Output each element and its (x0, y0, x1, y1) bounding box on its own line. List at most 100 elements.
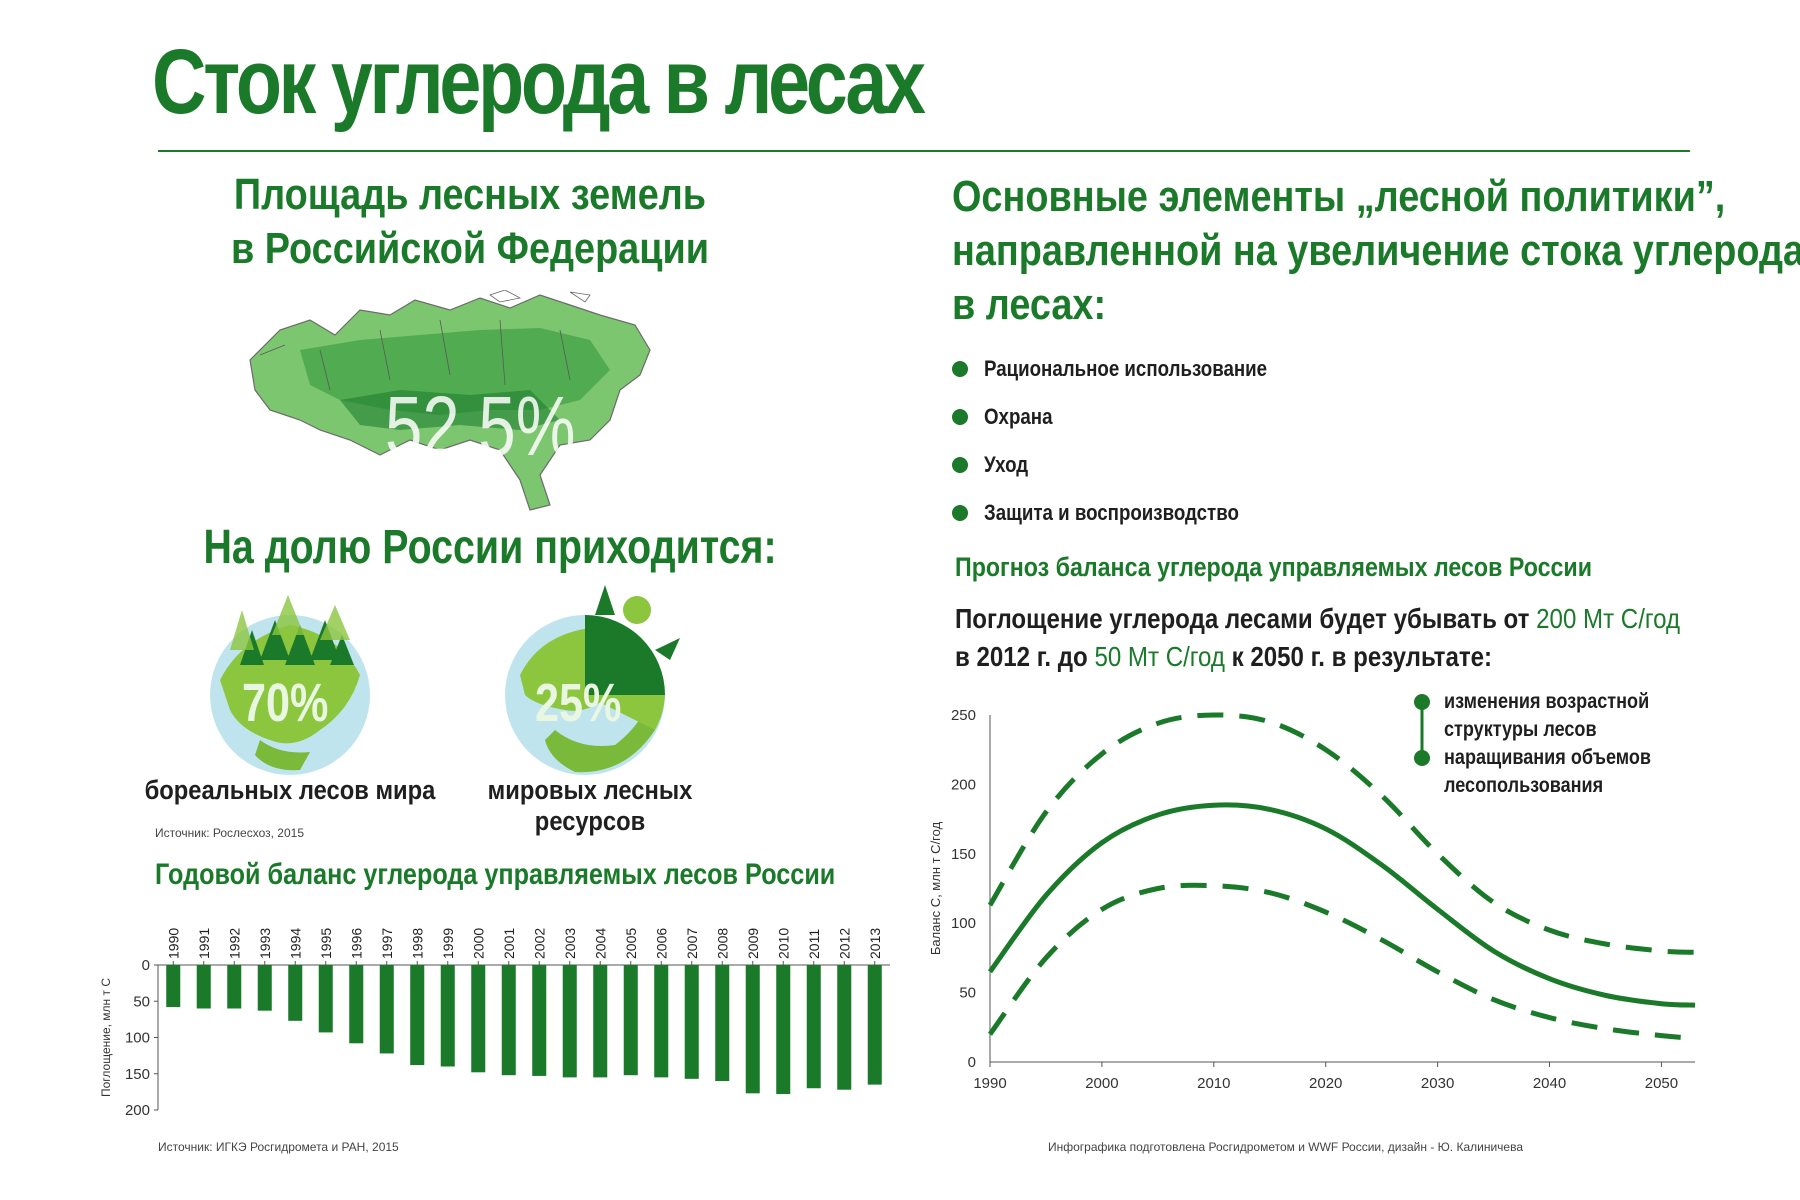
boreal-percent: 70% (242, 673, 329, 733)
bar (654, 965, 669, 1078)
line-y-axis-label: Баланс С, млн т С/год (928, 821, 943, 955)
bar-category-label: 2004 (592, 928, 608, 959)
line-x-tick-label: 2040 (1533, 1075, 1566, 1092)
line-y-tick-label: 250 (951, 707, 976, 724)
legend-item-age-structure: изменения возрастной структуры лесов (1444, 690, 1650, 741)
bar (288, 965, 303, 1021)
bar (257, 965, 272, 1011)
bar-category-label: 2003 (562, 928, 578, 959)
boreal-globe: 70% (200, 580, 380, 780)
share-title: На долю России приходится: (203, 521, 777, 574)
bar (684, 965, 699, 1079)
list-item: Рациональное использование (952, 345, 1317, 393)
bar (501, 965, 516, 1076)
bar-y-tick-label: 150 (125, 1066, 150, 1083)
list-item: Уход (952, 441, 1317, 489)
bar (715, 965, 730, 1081)
line-x-tick-label: 2010 (1197, 1075, 1230, 1092)
bar-y-tick-label: 50 (133, 993, 150, 1010)
policy-title-line3: в лесах: (952, 280, 1107, 329)
forecast-line-chart: 0 50 100 150 200 250 1990 2000 2010 2020 2030 2040 2… (928, 707, 1696, 1092)
bullet-icon (952, 361, 968, 377)
forecast-start-value: 200 Мт С/год (1536, 603, 1681, 634)
forest-area-percent: 52,5% (385, 379, 576, 473)
globe-with-sector-icon (505, 585, 680, 775)
russia-forest-map-icon (249, 290, 651, 511)
bar (410, 965, 425, 1066)
policy-list: Рациональное использование Охрана Уход З… (952, 345, 1317, 537)
policy-title: Основные элементы „лесной политики”, нап… (952, 170, 1800, 332)
page-title: Сток углерода в лесах (152, 31, 926, 133)
bar-category-label: 2002 (531, 928, 547, 959)
bullet-icon (952, 505, 968, 521)
line-y-tick-label: 200 (951, 776, 976, 793)
annual-bar-chart: 0 50 100 150 200 Поглощение, млн т С 1990 1991 1… (100, 928, 890, 1119)
bar (379, 965, 394, 1054)
bar (318, 965, 333, 1033)
bar-category-label: 2006 (653, 928, 669, 959)
credit: Инфографика подготовлена Росгидрометом и… (1048, 1140, 1524, 1154)
bar-category-label: 1996 (348, 928, 364, 959)
bar (806, 965, 821, 1089)
list-item: Защита и воспроизводство (952, 489, 1317, 537)
bar-y-axis-label: Поглощение, млн т С (100, 978, 113, 1097)
bar (623, 965, 638, 1076)
bar (471, 965, 486, 1073)
bar (562, 965, 577, 1078)
line-y-tick-label: 50 (959, 985, 976, 1002)
bar-category-label: 2000 (470, 928, 486, 959)
bar-y-tick-label: 200 (125, 1102, 150, 1119)
bar (837, 965, 852, 1090)
line-x-tick-label: 2020 (1309, 1075, 1342, 1092)
bar-category-label: 2010 (775, 928, 791, 959)
bar-category-label: 1991 (196, 928, 212, 959)
world-percent: 25% (535, 673, 622, 733)
forecast-main-line (987, 802, 1696, 1008)
bar (745, 965, 760, 1094)
list-item: Охрана (952, 393, 1317, 441)
bar-category-label: 2013 (867, 928, 883, 959)
forest-area-title: Площадь лесных земель в Российской Федер… (203, 168, 736, 276)
bar (227, 965, 242, 1009)
bar-category-label: 2008 (714, 928, 730, 959)
forecast-lower-bound-line (987, 882, 1696, 1041)
world-globe: 25% (495, 580, 680, 780)
bar (532, 965, 547, 1076)
line-x-tick-label: 2030 (1421, 1075, 1454, 1092)
bar-category-label: 1998 (409, 928, 425, 959)
boreal-label: бореальных лесов мира (144, 775, 436, 805)
annual-source: Источник: ИГКЭ Росгидромета и РАН, 2015 (158, 1140, 399, 1154)
bar-category-label: 1995 (318, 928, 334, 959)
forecast-end-value: 50 Мт С/год (1094, 641, 1225, 672)
legend-connector-icon (1414, 694, 1430, 766)
share-source: Источник: Рослесхоз, 2015 (155, 826, 304, 840)
bar-category-label: 2007 (684, 928, 700, 959)
bar (593, 965, 608, 1078)
line-y-tick-label: 150 (951, 846, 976, 863)
bar (440, 965, 455, 1067)
bar (776, 965, 791, 1095)
line-x-tick-label: 1990 (973, 1075, 1006, 1092)
forest-area-title-line2: в Российской Федерации (230, 224, 710, 273)
world-label: мировых лесных ресурсов (487, 775, 693, 836)
forest-area-title-line1: Площадь лесных земель (233, 170, 707, 219)
line-x-tick-label: 2000 (1085, 1075, 1118, 1092)
line-y-tick-label: 0 (968, 1054, 976, 1071)
bar (166, 965, 181, 1008)
annual-chart-title: Годовой баланс углерода управляемых лесо… (155, 858, 836, 891)
bar-y-tick-label: 100 (125, 1030, 150, 1047)
bar-category-label: 1994 (287, 928, 303, 959)
bullet-icon (952, 457, 968, 473)
forecast-upper-bound-line (987, 712, 1696, 955)
bar-category-label: 1992 (226, 928, 242, 959)
forecast-description: Поглощение углерода лесами будет убывать… (955, 603, 1681, 672)
bar-category-label: 1999 (440, 928, 456, 959)
bar (867, 965, 882, 1085)
globe-with-trees-icon (210, 595, 370, 775)
bar-category-label: 2012 (836, 928, 852, 959)
line-y-tick-label: 100 (951, 915, 976, 932)
legend-item-harvest: наращивания объемов лесопользования (1444, 746, 1652, 797)
bar (349, 965, 364, 1044)
bar-category-label: 2005 (623, 928, 639, 959)
forecast-title: Прогноз баланса углерода управляемых лес… (955, 552, 1592, 582)
